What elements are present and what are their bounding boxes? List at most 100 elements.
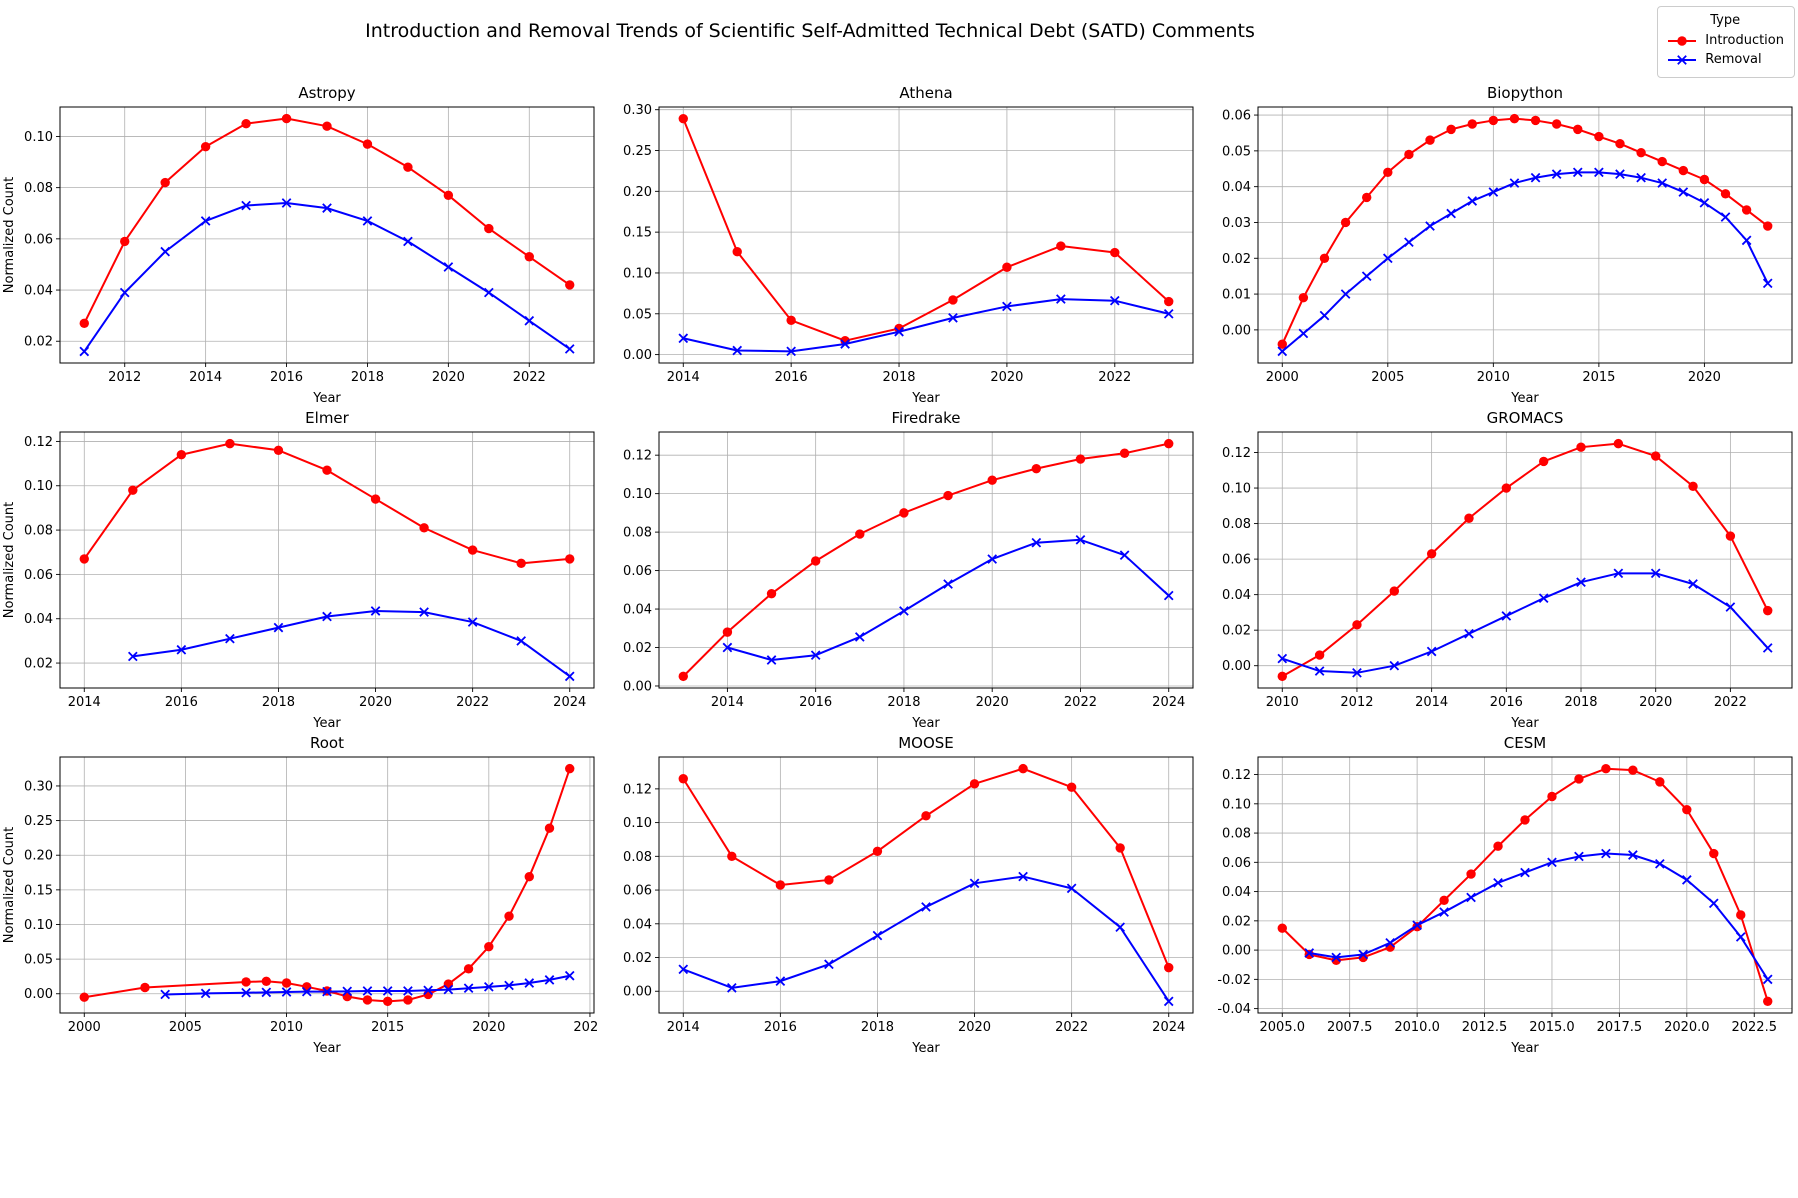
removal-line bbox=[1309, 852, 1769, 980]
removal-marker bbox=[564, 671, 575, 682]
introduction-markers bbox=[79, 438, 575, 569]
y-tick-label: 0.12 bbox=[24, 435, 53, 450]
removal-marker bbox=[1446, 208, 1456, 219]
x-tick-label: 2022 bbox=[456, 695, 489, 710]
x-tick-label: 2010.0 bbox=[1394, 1020, 1440, 1035]
removal-line bbox=[1281, 572, 1769, 674]
introduction-marker bbox=[1277, 671, 1287, 682]
y-tick-label: 0.00 bbox=[24, 987, 53, 1002]
introduction-marker bbox=[1488, 115, 1499, 126]
removal-marker bbox=[1163, 996, 1174, 1007]
y-tick-label: 0.10 bbox=[24, 479, 53, 494]
removal-marker bbox=[1699, 197, 1710, 208]
removal-marker bbox=[854, 632, 865, 642]
removal-marker bbox=[1708, 898, 1719, 909]
removal-marker bbox=[564, 970, 575, 981]
introduction-marker bbox=[382, 996, 393, 1007]
removal-marker bbox=[894, 326, 904, 337]
y-tick-label: 0.04 bbox=[1222, 588, 1251, 603]
x-tick-label: 2020 bbox=[1639, 695, 1672, 710]
x-tick-label: 2016 bbox=[764, 1020, 797, 1035]
removal-marker bbox=[119, 287, 130, 298]
introduction-marker bbox=[1164, 296, 1174, 307]
removal-marker bbox=[1426, 646, 1437, 657]
removal-marker bbox=[1509, 178, 1520, 188]
introduction-marker bbox=[176, 450, 187, 460]
introduction-marker bbox=[1314, 650, 1325, 660]
x-axis-label: Year bbox=[1510, 716, 1539, 731]
y-tick-label: 0.04 bbox=[1222, 885, 1251, 900]
removal-marker bbox=[362, 986, 373, 996]
y-tick-label: 0.06 bbox=[1222, 553, 1251, 568]
x-tick-label: 2018 bbox=[351, 370, 384, 385]
y-tick-label: 0.12 bbox=[623, 782, 652, 797]
x-tick-label: 2020 bbox=[976, 695, 1009, 710]
subplot-title: CESM bbox=[1504, 735, 1546, 752]
legend-entry-removal: Removal bbox=[1666, 51, 1784, 70]
introduction-marker bbox=[1164, 438, 1174, 449]
removal-marker bbox=[1358, 949, 1369, 960]
introduction-marker bbox=[1439, 895, 1449, 906]
x-tick-label: 2020 bbox=[359, 695, 392, 710]
introduction-marker bbox=[1501, 483, 1512, 493]
introduction-marker bbox=[1725, 531, 1736, 541]
removal-marker bbox=[824, 959, 834, 970]
legend-entry-introduction-label: Introduction bbox=[1705, 32, 1784, 48]
y-tick-label: 0.02 bbox=[623, 641, 652, 656]
removal-marker bbox=[241, 987, 251, 998]
removal-marker bbox=[987, 554, 998, 564]
introduction-marker bbox=[484, 223, 494, 234]
y-tick-label: 0.08 bbox=[24, 524, 53, 539]
removal-marker bbox=[200, 988, 211, 999]
introduction-line bbox=[83, 117, 571, 324]
y-tick-label: 0.04 bbox=[623, 917, 652, 932]
introduction-marker bbox=[1538, 456, 1549, 467]
plot-border bbox=[658, 431, 1194, 689]
removal-marker bbox=[872, 930, 883, 941]
removal-marker bbox=[1304, 948, 1315, 958]
introduction-marker bbox=[128, 485, 138, 495]
removal-marker bbox=[200, 216, 211, 226]
removal-marker bbox=[1467, 196, 1478, 206]
y-tick-label: 0.08 bbox=[623, 526, 652, 541]
introduction-marker bbox=[1573, 124, 1583, 135]
y-tick-label: 0.06 bbox=[623, 884, 652, 899]
introduction-marker bbox=[225, 438, 235, 449]
subplot-title: Root bbox=[310, 735, 344, 752]
introduction-line bbox=[84, 768, 571, 1003]
y-tick-label: 0.08 bbox=[24, 181, 53, 196]
plot-border bbox=[59, 756, 595, 1014]
x-tick-label: 2024 bbox=[553, 695, 586, 710]
x-tick-label: 2015 bbox=[1582, 370, 1615, 385]
removal-marker bbox=[1650, 568, 1661, 579]
x-tick-label: 2016 bbox=[799, 695, 832, 710]
introduction-marker bbox=[419, 523, 429, 533]
introduction-marker bbox=[1763, 605, 1773, 616]
x-tick-label: 2005.0 bbox=[1260, 1020, 1306, 1035]
introduction-markers bbox=[678, 113, 1174, 346]
x-tick-label: 2018 bbox=[1564, 695, 1597, 710]
x-axis-label: Year bbox=[312, 1041, 341, 1056]
y-tick-label: 0.10 bbox=[1222, 797, 1251, 812]
x-tick-label: 2016 bbox=[165, 695, 198, 710]
removal-markers bbox=[79, 198, 575, 357]
x-tick-label: 2012 bbox=[108, 370, 141, 385]
y-tick-label: 0.15 bbox=[24, 883, 53, 898]
y-tick-label: 0.02 bbox=[623, 951, 652, 966]
removal-marker bbox=[281, 987, 292, 997]
introduction-marker bbox=[872, 846, 883, 856]
removal-marker bbox=[483, 981, 494, 992]
y-tick-label: 0.02 bbox=[1222, 914, 1251, 929]
removal-marker bbox=[1572, 167, 1583, 178]
removal-marker bbox=[775, 976, 786, 986]
y-tick-label: 0.06 bbox=[1222, 856, 1251, 871]
y-tick-label: 0.08 bbox=[1222, 827, 1251, 842]
introduction-line bbox=[1281, 117, 1769, 345]
y-tick-label: 0.06 bbox=[1222, 109, 1251, 124]
x-tick-label: 2020 bbox=[472, 1020, 505, 1035]
introduction-marker bbox=[1056, 241, 1066, 251]
y-tick-label: 0.04 bbox=[24, 612, 53, 627]
legend: Type Introduction Removal bbox=[1657, 6, 1795, 78]
removal-marker bbox=[342, 986, 353, 997]
introduction-marker bbox=[1657, 156, 1667, 167]
